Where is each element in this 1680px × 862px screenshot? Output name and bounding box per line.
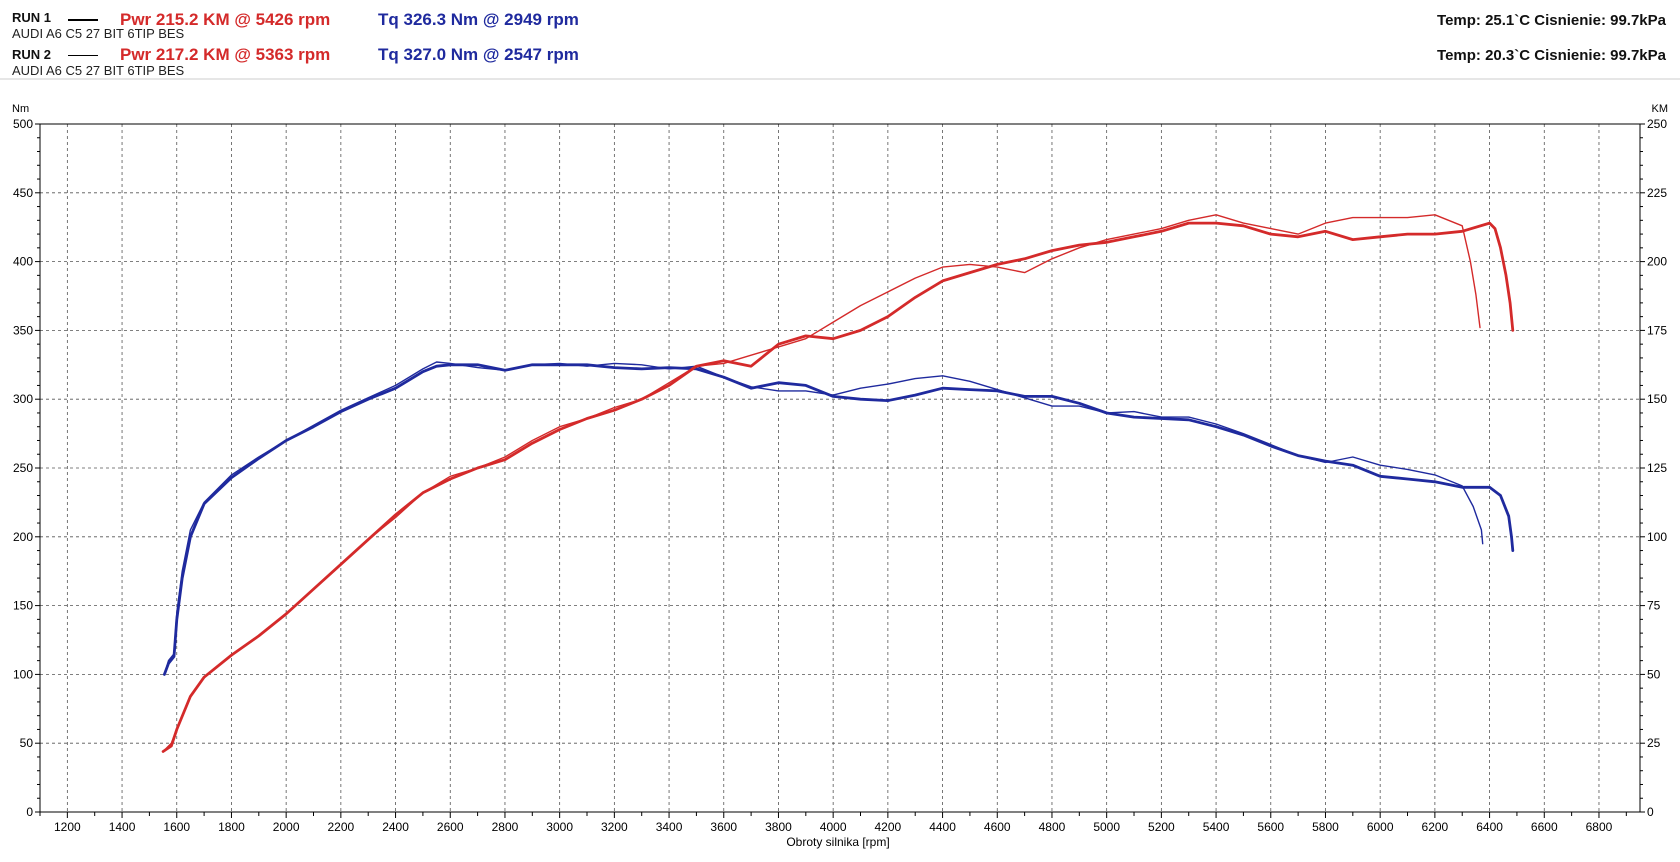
y-right-tick-label: 125	[1647, 461, 1667, 475]
x-tick-label: 5800	[1312, 820, 1339, 834]
x-tick-label: 5600	[1257, 820, 1284, 834]
y-left-tick-label: 200	[13, 530, 33, 544]
x-axis-label: Obroty silnika [rpm]	[786, 835, 889, 849]
x-tick-label: 4600	[984, 820, 1011, 834]
x-tick-label: 5400	[1203, 820, 1230, 834]
run1-legend-line	[68, 19, 98, 21]
x-tick-label: 4800	[1039, 820, 1066, 834]
x-tick-label: 6400	[1476, 820, 1503, 834]
run2-label: RUN 2	[12, 47, 52, 62]
x-tick-label: 3800	[765, 820, 792, 834]
axes: 1200 1400 1600 1800 2000 2200 2400 2600 2800 3000…	[13, 117, 1667, 834]
x-tick-label: 2400	[382, 820, 409, 834]
y-right-tick-label: 100	[1647, 530, 1667, 544]
y-right-tick-label: 250	[1647, 117, 1667, 131]
x-tick-label: 6000	[1367, 820, 1394, 834]
y-left-tick-label: 50	[20, 736, 34, 750]
x-tick-label: 4000	[820, 820, 847, 834]
x-tick-label: 3200	[601, 820, 628, 834]
x-tick-label: 2200	[328, 820, 355, 834]
x-tick-label: 4400	[929, 820, 956, 834]
x-tick-label: 3000	[546, 820, 573, 834]
run2-legend-line	[68, 55, 98, 56]
y-right-tick-label: 50	[1647, 667, 1661, 681]
run1-power-summary: Pwr 215.2 KM @ 5426 rpm	[120, 10, 331, 29]
y-left-tick-label: 0	[26, 805, 33, 819]
y-left-tick-label: 250	[13, 461, 33, 475]
run2-torque-summary: Tq 327.0 Nm @ 2547 rpm	[378, 45, 579, 64]
run2-torque-curve	[163, 363, 1515, 676]
x-tick-label: 1600	[163, 820, 190, 834]
y-right-tick-label: 150	[1647, 392, 1667, 406]
y-right-tick-label: 225	[1647, 186, 1667, 200]
x-tick-label: 1800	[218, 820, 245, 834]
x-tick-label: 5200	[1148, 820, 1175, 834]
y-right-tick-label: 25	[1647, 736, 1661, 750]
x-tick-label: 6800	[1586, 820, 1613, 834]
y-axis-left-label: Nm	[12, 103, 29, 115]
x-tick-label: 3400	[656, 820, 683, 834]
run1-torque-curve	[163, 361, 1484, 676]
run2-power-summary: Pwr 217.2 KM @ 5363 rpm	[120, 45, 331, 64]
x-tick-label: 1400	[109, 820, 136, 834]
run1-torque-summary: Tq 326.3 Nm @ 2949 rpm	[378, 10, 579, 29]
y-left-tick-label: 300	[13, 392, 33, 406]
run1-car-name: AUDI A6 C5 27 BIT 6TIP BES	[12, 26, 185, 41]
x-tick-label: 6200	[1422, 820, 1449, 834]
run2-environment: Temp: 20.3`C Cisnienie: 99.7kPa	[1437, 47, 1666, 64]
y-right-tick-label: 75	[1647, 599, 1661, 613]
run2-car-name: AUDI A6 C5 27 BIT 6TIP BES	[12, 63, 185, 78]
y-right-tick-label: 0	[1647, 805, 1654, 819]
run1-environment: Temp: 25.1`C Cisnienie: 99.7kPa	[1437, 12, 1666, 29]
x-tick-label: 6600	[1531, 820, 1558, 834]
x-tick-label: 5000	[1093, 820, 1120, 834]
y-left-tick-label: 150	[13, 599, 33, 613]
x-tick-label: 1200	[54, 820, 81, 834]
y-left-tick-label: 400	[13, 255, 33, 269]
y-right-tick-label: 200	[1647, 255, 1667, 269]
run2-power-curve	[161, 221, 1515, 753]
x-tick-label: 2600	[437, 820, 464, 834]
run1-label: RUN 1	[12, 10, 52, 25]
x-tick-label: 3600	[710, 820, 737, 834]
y-left-tick-label: 450	[13, 186, 33, 200]
x-tick-label: 4200	[875, 820, 902, 834]
x-tick-label: 2000	[273, 820, 300, 834]
x-tick-label: 2800	[492, 820, 519, 834]
y-left-tick-label: 100	[13, 667, 33, 681]
y-right-tick-label: 175	[1647, 323, 1667, 337]
run1-power-curve	[162, 214, 1481, 753]
y-left-tick-label: 500	[13, 117, 33, 131]
curves	[161, 214, 1515, 753]
y-axis-right-label: KM	[1652, 103, 1669, 115]
y-left-tick-label: 350	[13, 323, 33, 337]
plot-frame	[39, 123, 1641, 813]
